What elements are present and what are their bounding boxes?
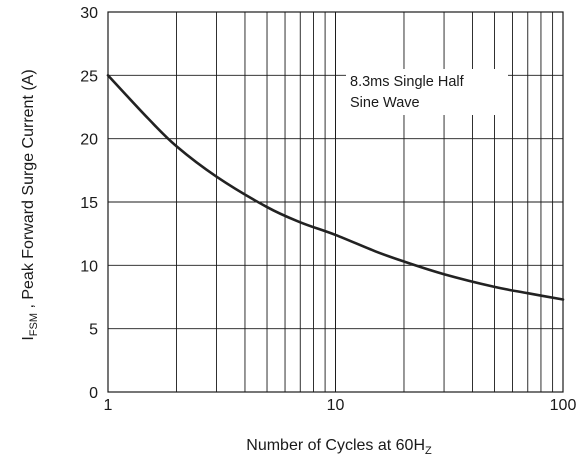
- y-tick-label: 20: [80, 132, 98, 149]
- annotation-background: [346, 69, 508, 115]
- y-axis-label-main: I: [20, 336, 37, 340]
- annotation-line-1: 8.3ms Single Half: [350, 74, 465, 90]
- x-axis-label-main: Number of Cycles at 60H: [246, 437, 425, 454]
- y-tick-labels: 0 5 10 15 20 25 30: [80, 5, 98, 402]
- surge-curve-line: [106, 74, 565, 301]
- x-tick-label: 10: [327, 397, 345, 414]
- x-tick-label: 100: [550, 397, 577, 414]
- x-tick-labels: 1 10 100: [104, 397, 577, 414]
- y-tick-label: 5: [89, 322, 98, 339]
- y-axis-label-rest: , Peak Forward Surge Current (A): [20, 69, 37, 313]
- annotation-line-2: Sine Wave: [350, 95, 420, 111]
- y-axis-label: IFSM , Peak Forward Surge Current (A): [20, 69, 40, 340]
- plot-frame: [107, 11, 564, 393]
- x-tick-label: 1: [104, 397, 113, 414]
- x-axis-label: Number of Cycles at 60HZ: [246, 437, 432, 457]
- y-tick-label: 25: [80, 68, 98, 85]
- y-tick-label: 30: [80, 5, 98, 22]
- y-axis-label-subscript: FSM: [28, 313, 40, 336]
- y-tick-label: 15: [80, 195, 98, 212]
- y-tick-label: 10: [80, 258, 98, 275]
- x-axis-label-subscript: Z: [425, 445, 432, 457]
- y-tick-label: 0: [89, 385, 98, 402]
- annotation: 8.3ms Single Half Sine Wave: [346, 69, 508, 115]
